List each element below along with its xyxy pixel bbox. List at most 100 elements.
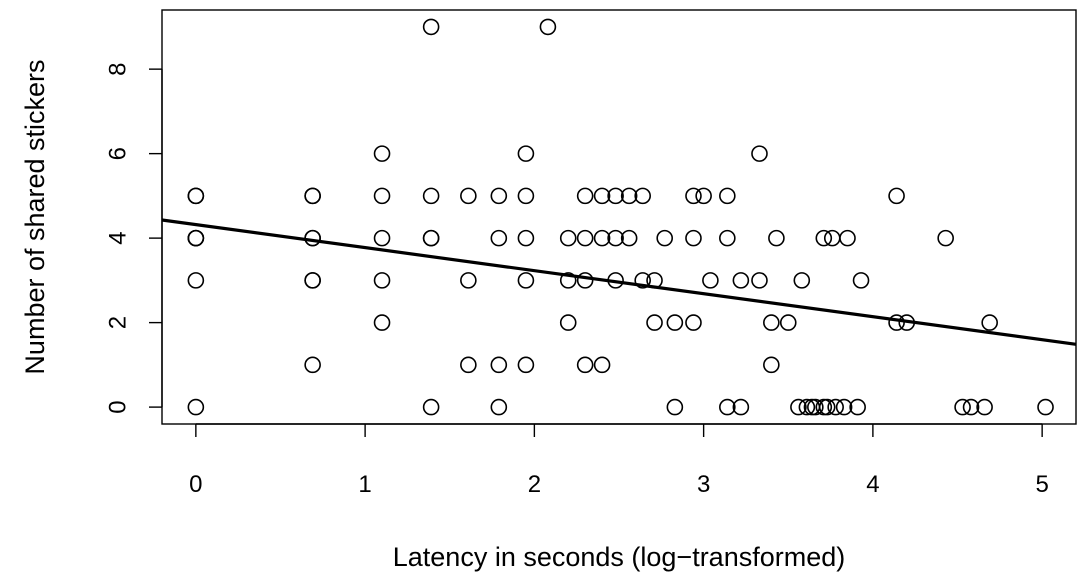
- data-point: [702, 272, 719, 289]
- data-point: [666, 398, 684, 416]
- data-point: [937, 229, 954, 247]
- data-point: [751, 145, 768, 162]
- data-point: [634, 272, 651, 289]
- data-point: [304, 356, 321, 374]
- data-point: [304, 187, 321, 205]
- data-point: [517, 145, 535, 162]
- y-tick-label: 4: [105, 231, 132, 244]
- data-point: [593, 187, 611, 205]
- data-point: [620, 187, 638, 205]
- data-point: [798, 398, 816, 416]
- data-point: [460, 356, 477, 374]
- data-point: [304, 229, 321, 247]
- data-point: [779, 314, 797, 331]
- x-tick-label: 5: [1035, 471, 1048, 498]
- data-point: [422, 398, 440, 416]
- data-point: [559, 229, 577, 247]
- data-point: [763, 314, 780, 331]
- y-tick-label: 0: [105, 400, 132, 413]
- data-point: [517, 272, 535, 289]
- x-tick-label: 0: [189, 471, 202, 498]
- y-tick-label: 8: [105, 62, 132, 75]
- data-point: [373, 272, 391, 289]
- data-point: [823, 229, 841, 247]
- data-point: [793, 272, 811, 289]
- data-point: [187, 398, 205, 416]
- x-axis: 0 1 2 3 4 5: [189, 423, 1049, 498]
- data-point: [815, 229, 833, 247]
- data-point: [685, 187, 702, 205]
- data-point: [517, 187, 535, 205]
- regression-line: [161, 218, 1077, 346]
- x-tick-label: 4: [866, 471, 879, 498]
- data-point: [962, 398, 980, 416]
- data-point: [607, 187, 624, 205]
- data-point: [620, 229, 638, 247]
- data-point: [490, 356, 508, 374]
- data-point: [888, 187, 905, 205]
- data-point: [732, 272, 750, 289]
- data-point: [593, 229, 611, 247]
- data-point: [835, 398, 853, 416]
- data-point: [490, 398, 508, 416]
- data-point: [719, 398, 736, 416]
- data-point: [422, 229, 440, 247]
- data-point: [827, 398, 844, 416]
- data-point: [768, 229, 785, 247]
- y-axis: 0 2 4 6 8: [105, 62, 163, 414]
- y-tick-label: 6: [105, 147, 132, 160]
- data-point: [981, 314, 998, 331]
- x-tick-label: 2: [528, 471, 541, 498]
- data-point: [732, 398, 750, 416]
- data-point: [373, 229, 391, 247]
- data-point: [593, 356, 611, 374]
- data-point: [517, 356, 535, 374]
- data-point: [839, 229, 856, 247]
- data-point: [422, 18, 440, 36]
- data-point: [685, 229, 702, 247]
- data-point: [695, 187, 712, 205]
- data-point: [646, 314, 663, 331]
- data-point: [576, 229, 594, 247]
- data-point: [490, 187, 508, 205]
- data-point: [634, 187, 651, 205]
- x-tick-label: 3: [697, 471, 710, 498]
- plot-frame: [161, 9, 1077, 425]
- data-point: [187, 229, 205, 247]
- data-point: [373, 187, 391, 205]
- data-point: [954, 398, 971, 416]
- data-point: [807, 398, 824, 416]
- data-point: [719, 187, 736, 205]
- x-tick-label: 1: [358, 471, 371, 498]
- data-point: [517, 229, 535, 247]
- data-point: [666, 314, 684, 331]
- x-axis-title: Latency in seconds (log−transformed): [393, 542, 846, 572]
- data-point: [1037, 398, 1054, 416]
- data-point: [790, 398, 807, 416]
- data-point: [852, 272, 870, 289]
- data-point: [539, 18, 557, 36]
- data-point: [559, 314, 577, 331]
- data-point: [849, 398, 866, 416]
- data-point: [187, 272, 205, 289]
- data-point: [576, 356, 594, 374]
- data-point: [373, 314, 391, 331]
- data-point: [607, 229, 624, 247]
- data-point: [815, 398, 833, 416]
- data-point: [559, 272, 577, 289]
- data-point: [576, 272, 594, 289]
- data-point: [751, 272, 768, 289]
- data-point: [576, 187, 594, 205]
- y-axis-title: Number of shared stickers: [20, 59, 50, 374]
- data-point: [719, 229, 736, 247]
- data-point: [888, 314, 905, 331]
- data-point: [818, 398, 836, 416]
- data-point: [460, 187, 477, 205]
- y-tick-label: 2: [105, 316, 132, 329]
- data-point: [422, 187, 440, 205]
- data-point: [460, 272, 477, 289]
- data-point: [656, 229, 674, 247]
- data-point: [490, 229, 508, 247]
- data-point: [373, 145, 391, 162]
